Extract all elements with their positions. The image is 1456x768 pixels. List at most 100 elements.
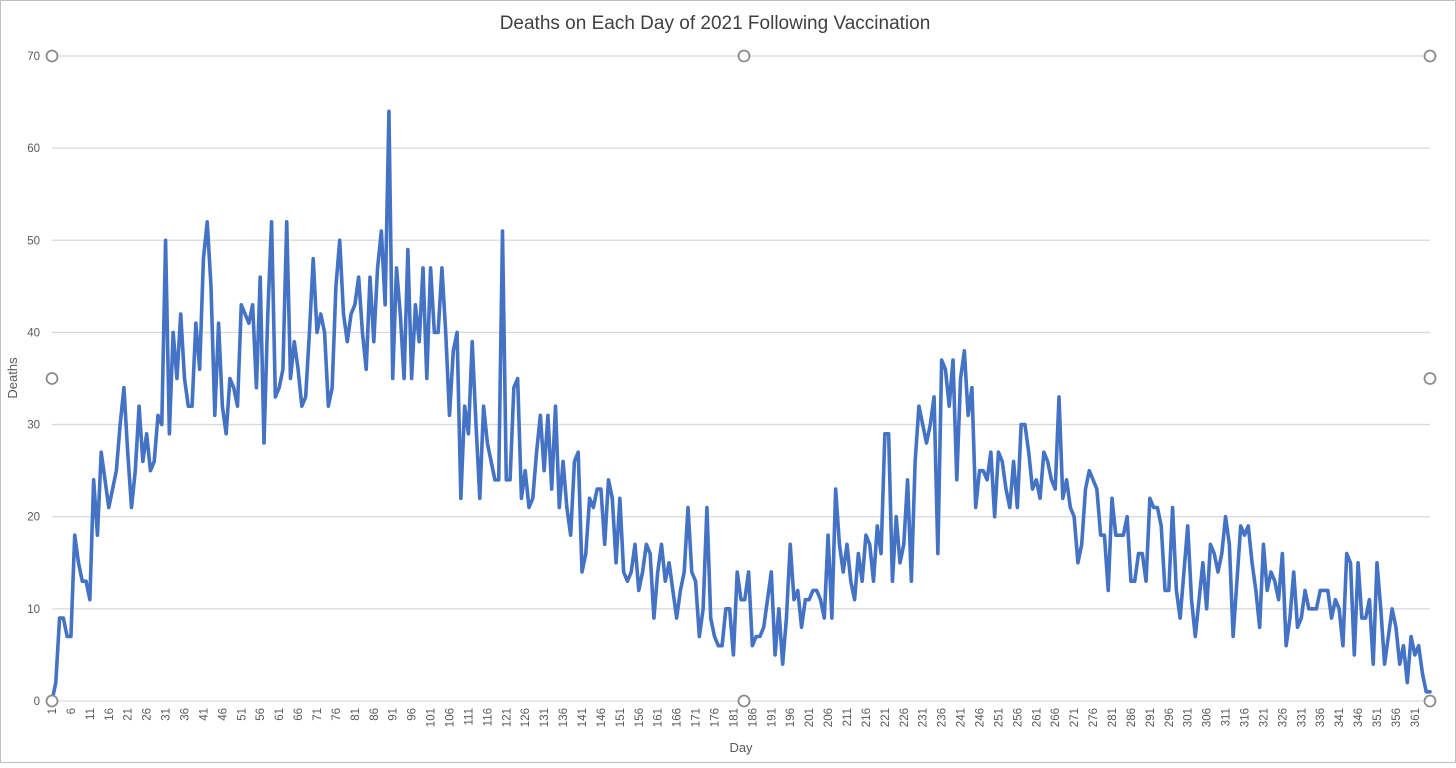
x-tick-label: 36 <box>180 708 192 721</box>
x-tick-label: 91 <box>388 708 400 721</box>
x-tick-label: 236 <box>937 708 949 727</box>
x-tick-label: 41 <box>198 708 210 721</box>
x-tick-label: 156 <box>634 708 646 727</box>
x-tick-label: 241 <box>956 708 968 727</box>
x-tick-label: 116 <box>482 708 494 726</box>
x-tick-label: 11 <box>85 708 97 720</box>
x-tick-label: 196 <box>785 708 797 727</box>
x-tick-label: 271 <box>1069 708 1081 727</box>
x-tick-label: 136 <box>558 708 570 727</box>
y-tick-label: 0 <box>34 696 40 708</box>
x-tick-label: 286 <box>1126 708 1138 727</box>
x-tick-label: 316 <box>1240 708 1252 727</box>
x-tick-label: 356 <box>1391 708 1403 727</box>
x-tick-label: 71 <box>312 708 324 721</box>
series-layer <box>50 109 1432 703</box>
x-tick-label: 291 <box>1145 708 1157 727</box>
x-tick-label: 321 <box>1258 708 1270 727</box>
y-tick-label: 30 <box>27 420 40 432</box>
x-tick-label: 16 <box>104 708 116 721</box>
resize-handle-middle-right[interactable] <box>1423 372 1437 385</box>
x-tick-label: 331 <box>1296 708 1308 727</box>
chart-title: Deaths on Each Day of 2021 Following Vac… <box>500 13 931 34</box>
x-tick-label: 341 <box>1334 708 1346 727</box>
x-tick-label: 161 <box>653 708 665 727</box>
resize-handle-bottom-right[interactable] <box>1423 694 1437 708</box>
x-tick-label: 261 <box>1031 708 1043 727</box>
y-tick-label: 50 <box>27 235 40 247</box>
x-tick-label: 56 <box>255 708 267 721</box>
x-tick-label: 336 <box>1315 708 1327 727</box>
x-tick-label: 131 <box>539 708 551 727</box>
resize-handle-top-left[interactable] <box>45 49 59 63</box>
x-tick-label: 231 <box>918 708 930 727</box>
x-tick-label: 21 <box>123 708 135 721</box>
x-tick-label: 76 <box>331 708 343 721</box>
x-tick-label: 276 <box>1088 708 1100 727</box>
resize-handle-bottom-middle[interactable] <box>737 694 751 708</box>
x-tick-label: 281 <box>1107 708 1119 727</box>
x-tick-label: 256 <box>1012 708 1024 727</box>
x-tick-label: 306 <box>1202 708 1214 727</box>
resize-handle-top-right[interactable] <box>1423 49 1437 63</box>
resize-handle-middle-left[interactable] <box>45 372 59 385</box>
y-tick-label: 60 <box>27 143 40 155</box>
x-tick-label: 151 <box>615 708 627 727</box>
x-tick-label: 186 <box>747 708 759 727</box>
x-tick-label: 181 <box>728 708 740 727</box>
y-tick-label: 70 <box>27 51 40 63</box>
series-line-deaths <box>50 109 1432 703</box>
x-tick-label: 296 <box>1164 708 1176 727</box>
x-tick-label: 206 <box>823 708 835 727</box>
x-tick-label: 346 <box>1353 708 1365 727</box>
x-tick-label: 211 <box>842 708 854 726</box>
x-tick-label: 86 <box>369 708 381 721</box>
x-tick-label: 101 <box>426 708 438 727</box>
y-tick-label: 40 <box>27 327 40 339</box>
x-tick-label: 26 <box>142 708 154 721</box>
x-tick-label: 326 <box>1277 708 1289 727</box>
x-tick-label: 266 <box>1050 708 1062 727</box>
x-tick-label: 31 <box>161 708 173 721</box>
x-tick-label: 191 <box>766 708 778 727</box>
x-tick-label: 176 <box>710 708 722 727</box>
x-tick-label: 221 <box>880 708 892 727</box>
selection-handles[interactable] <box>45 49 1437 708</box>
x-tick-label: 251 <box>993 708 1005 727</box>
x-tick-label: 201 <box>804 708 816 727</box>
x-tick-label: 141 <box>577 708 589 727</box>
x-tick-label: 301 <box>1183 708 1195 727</box>
y-tick-label: 20 <box>27 512 40 524</box>
x-tick-label: 166 <box>672 708 684 727</box>
y-axis-ticks: 0 10 20 30 40 50 60 70 <box>27 51 40 708</box>
x-tick-label: 216 <box>861 708 873 727</box>
x-tick-label: 311 <box>1221 708 1233 726</box>
x-tick-label: 126 <box>520 708 532 727</box>
x-tick-label: 171 <box>691 708 703 727</box>
resize-handle-top-middle[interactable] <box>737 49 751 63</box>
x-tick-label: 121 <box>501 708 513 727</box>
x-tick-label: 61 <box>274 708 286 721</box>
x-tick-label: 106 <box>445 708 457 727</box>
x-tick-label: 226 <box>899 708 911 727</box>
x-tick-label: 1 <box>47 708 59 714</box>
x-tick-label: 361 <box>1410 708 1422 727</box>
x-tick-label: 66 <box>293 708 305 721</box>
x-tick-label: 246 <box>975 708 987 727</box>
x-tick-label: 146 <box>596 708 608 727</box>
x-axis-title: Day <box>729 740 753 755</box>
y-tick-label: 10 <box>27 604 40 616</box>
x-tick-label: 46 <box>217 708 229 721</box>
x-tick-label: 81 <box>350 708 362 721</box>
resize-handle-bottom-left[interactable] <box>45 694 59 708</box>
gridlines <box>52 55 1430 702</box>
x-tick-label: 351 <box>1372 708 1384 727</box>
x-tick-label: 96 <box>407 708 419 721</box>
x-tick-label: 111 <box>463 708 475 725</box>
y-axis-title: Deaths <box>5 357 20 399</box>
x-axis-ticks: 1 6 11 16 21 26 31 36 41 46 51 56 61 66 71 76 81 86 91 96 10… <box>47 708 1422 727</box>
x-tick-label: 51 <box>236 708 248 721</box>
